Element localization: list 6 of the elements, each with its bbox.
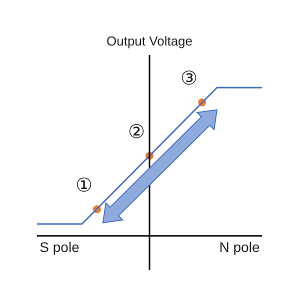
x-tick-label: S pole — [40, 238, 80, 255]
annotation: ③ — [180, 68, 198, 90]
annotation: ① — [75, 175, 93, 196]
y-axis-title: Output Voltage — [106, 34, 193, 49]
annotation: ② — [128, 122, 146, 144]
x-tick-label: N pole — [219, 238, 260, 255]
